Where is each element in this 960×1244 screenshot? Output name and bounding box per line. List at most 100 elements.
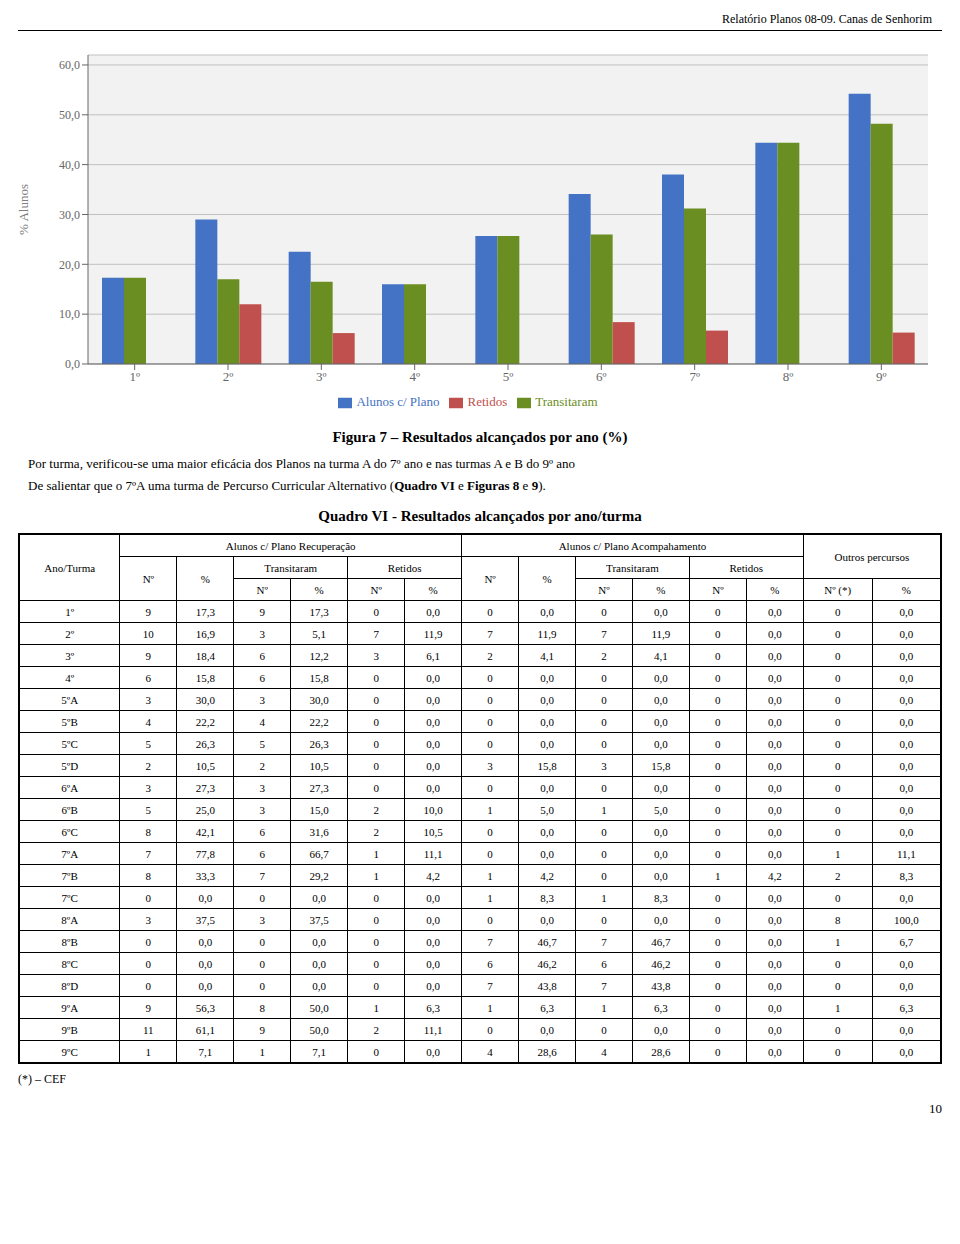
html-text:Retidos: Retidos — [467, 394, 508, 409]
html-text:27,3: 27,3 — [309, 781, 329, 794]
svg-text:0,0: 0,0 — [65, 357, 80, 371]
html-text:Outros percursos: Outros percursos — [834, 550, 910, 563]
svg-text:20,0: 20,0 — [59, 258, 80, 272]
html-text:0,0: 0,0 — [540, 781, 554, 794]
html-text:Retidos: Retidos — [729, 561, 764, 574]
html-text:16,9: 16,9 — [195, 627, 215, 640]
html-text:5ºB: 5ºB — [61, 715, 78, 728]
html-text:4,1: 4,1 — [654, 649, 668, 662]
html-text:Transitaram: Transitaram — [535, 394, 598, 409]
svg-text:4º: 4º — [409, 369, 420, 384]
svg-text:7º: 7º — [689, 369, 700, 384]
html-text:5ºA: 5ºA — [61, 693, 79, 706]
html-text:0,0: 0,0 — [540, 693, 554, 706]
html-text:5ºD: 5ºD — [61, 759, 79, 772]
html-text:26,3: 26,3 — [309, 737, 329, 750]
html-text:12,2: 12,2 — [309, 649, 329, 662]
svg-text:50,0: 50,0 — [59, 108, 80, 122]
html-text:De salientar que o 7ºA uma tur: De salientar que o 7ºA uma turma de Perc… — [28, 478, 546, 493]
svg-text:% Alunos: % Alunos — [16, 184, 31, 235]
html-text:0,0: 0,0 — [426, 781, 440, 794]
html-text:22,2: 22,2 — [309, 715, 329, 728]
html-text:Quadro VI - Resultados alcança: Quadro VI - Resultados alcançados por an… — [318, 508, 642, 524]
svg-text:10,0: 10,0 — [59, 307, 80, 321]
html-text:0,0: 0,0 — [654, 605, 668, 618]
html-text:30,0: 30,0 — [309, 693, 329, 706]
html-text:27,3: 27,3 — [195, 781, 215, 794]
svg-text:8º: 8º — [783, 369, 794, 384]
html-text:17,3: 17,3 — [195, 605, 215, 618]
html-text:0,0: 0,0 — [426, 759, 440, 772]
html-text:0,0: 0,0 — [767, 693, 782, 706]
html-text:0,0: 0,0 — [899, 715, 914, 728]
html-text:0,0: 0,0 — [426, 693, 440, 706]
html-text:Transitaram: Transitaram — [264, 561, 318, 574]
html-text:0,0: 0,0 — [654, 693, 668, 706]
svg-text:6º: 6º — [596, 369, 607, 384]
html-text:Alunos c/ Plano: Alunos c/ Plano — [356, 394, 440, 409]
html-text:15,8: 15,8 — [309, 671, 329, 684]
html-text:0,0: 0,0 — [767, 715, 782, 728]
html-text:0,0: 0,0 — [767, 627, 782, 640]
html-text:Alunos c/ Plano Acompahamento: Alunos c/ Plano Acompahamento — [558, 539, 707, 552]
html-text:10,5: 10,5 — [309, 759, 329, 772]
html-text:Relatório Planos 08-09. Canas: Relatório Planos 08-09. Canas de Senhori… — [722, 12, 932, 26]
svg-text:60,0: 60,0 — [59, 58, 80, 72]
html-text:0,0: 0,0 — [899, 671, 914, 684]
html-text:0,0: 0,0 — [654, 715, 668, 728]
html-text:0,0: 0,0 — [426, 671, 440, 684]
html-text:10,5: 10,5 — [195, 759, 215, 772]
html-text:0,0: 0,0 — [767, 759, 782, 772]
html-text:Nº (*): Nº (*) — [824, 583, 852, 596]
html-text:0,0: 0,0 — [767, 649, 782, 662]
html-text:0,0: 0,0 — [899, 737, 914, 750]
html-text:6ºA: 6ºA — [61, 781, 79, 794]
svg-text:9º: 9º — [876, 369, 887, 384]
html-text:0,0: 0,0 — [899, 759, 914, 772]
html-text:0,0: 0,0 — [899, 605, 914, 618]
html-text:30,0: 30,0 — [195, 693, 215, 706]
html-text:0,0: 0,0 — [767, 605, 782, 618]
html-text:0,0: 0,0 — [767, 737, 782, 750]
html-text:15,8: 15,8 — [651, 759, 671, 772]
html-text:0,0: 0,0 — [899, 649, 914, 662]
html-text:Alunos c/ Plano Recuperação: Alunos c/ Plano Recuperação — [225, 539, 356, 552]
html-text:Figura 7 – Resultados alcançad: Figura 7 – Resultados alcançados por ano… — [332, 429, 628, 445]
html-text:18,4: 18,4 — [195, 649, 215, 662]
html-text:15,8: 15,8 — [537, 759, 557, 772]
html-text:11,9: 11,9 — [651, 627, 671, 640]
html-text:0,0: 0,0 — [899, 693, 914, 706]
html-text:0,0: 0,0 — [426, 605, 440, 618]
html-text:0,0: 0,0 — [540, 737, 554, 750]
html-text:26,3: 26,3 — [195, 737, 215, 750]
html-text:0,0: 0,0 — [540, 605, 554, 618]
html-text:Transitaram: Transitaram — [606, 561, 659, 574]
html-text:17,3: 17,3 — [309, 605, 329, 618]
html-text:0,0: 0,0 — [426, 737, 440, 750]
html-text:Por turma, verificou-se uma ma: Por turma, verificou-se uma maior eficác… — [28, 456, 576, 471]
html-text:0,0: 0,0 — [767, 671, 782, 684]
html-text:0,0: 0,0 — [426, 715, 440, 728]
html-text:5,1: 5,1 — [312, 627, 327, 640]
svg-text:3º: 3º — [316, 369, 327, 384]
html-text:11,9: 11,9 — [423, 627, 443, 640]
svg-text:30,0: 30,0 — [59, 208, 80, 222]
html-text:(*) – CEF: (*) – CEF — [18, 1072, 66, 1086]
html-text:0,0: 0,0 — [654, 671, 668, 684]
html-text:0,0: 0,0 — [899, 627, 914, 640]
html-text:22,2: 22,2 — [195, 715, 215, 728]
svg-text:5º: 5º — [503, 369, 514, 384]
html-text:5ºC: 5ºC — [61, 737, 78, 750]
html-text:Ano/Turma: Ano/Turma — [44, 561, 96, 574]
html-text:0,0: 0,0 — [540, 671, 554, 684]
html-text:15,8: 15,8 — [195, 671, 215, 684]
svg-text:40,0: 40,0 — [59, 158, 80, 172]
html-text:0,0: 0,0 — [540, 715, 554, 728]
html-text:4,1: 4,1 — [540, 649, 554, 662]
html-text:Retidos: Retidos — [387, 561, 422, 574]
html-text:0,0: 0,0 — [654, 737, 668, 750]
svg-text:1º: 1º — [129, 369, 140, 384]
html-text:6,1: 6,1 — [426, 649, 440, 662]
svg-text:2º: 2º — [223, 369, 234, 384]
html-text:11,9: 11,9 — [537, 627, 557, 640]
